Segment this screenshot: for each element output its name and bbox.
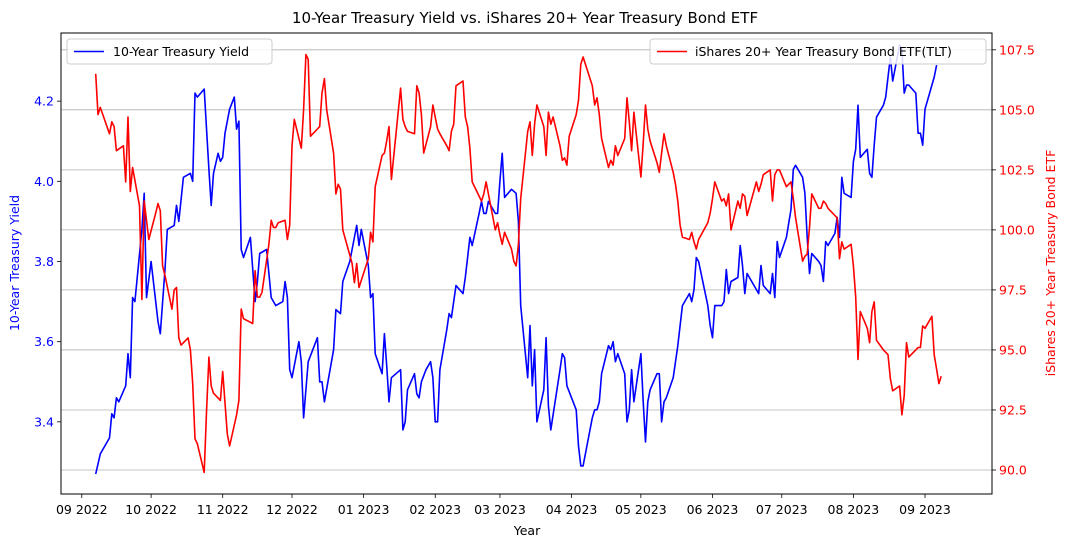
legend-left-label: 10-Year Treasury Yield <box>113 44 249 59</box>
x-tick-label: 10 2022 <box>125 502 177 517</box>
y-axis-right-label: iShares 20+ Year Treasury Bond ETF <box>1043 150 1058 377</box>
y-left-tick-label: 3.6 <box>34 334 54 349</box>
y-axis-left-label: 10-Year Treasury Yield <box>7 195 22 331</box>
legend-right-box <box>649 38 987 65</box>
legend-right-label: iShares 20+ Year Treasury Bond ETF(TLT) <box>695 44 952 59</box>
legend-left: 10-Year Treasury Yield <box>66 38 273 65</box>
y-left-tick-label: 3.4 <box>34 414 54 429</box>
y-axis-right: 90.0 92.5 95.0 97.5 100.0 102.5 105.0 107.5 <box>992 42 1035 477</box>
y-right-tick-label: 92.5 <box>999 402 1027 417</box>
plot-frame <box>60 32 993 495</box>
series-10-year-treasury-yield <box>94 44 938 475</box>
treasury-yield-line <box>94 44 938 475</box>
x-tick-label: 03 2023 <box>474 502 526 517</box>
x-tick-label: 11 2022 <box>197 502 249 517</box>
x-tick-label: 01 2023 <box>338 502 390 517</box>
legend-left-box <box>66 38 273 65</box>
y-right-tick-label: 95.0 <box>999 342 1027 357</box>
tlt-etf-line <box>94 53 942 474</box>
chart-title: 10-Year Treasury Yield vs. iShares 20+ Y… <box>292 9 758 27</box>
x-tick-label: 05 2023 <box>615 502 667 517</box>
legend-right: iShares 20+ Year Treasury Bond ETF(TLT) <box>649 38 987 65</box>
x-tick-label: 06 2023 <box>687 502 739 517</box>
y-right-tick-label: 97.5 <box>999 282 1027 297</box>
x-tick-label: 09 2022 <box>56 502 108 517</box>
y-right-tick-label: 90.0 <box>999 462 1027 477</box>
y-right-tick-label: 105.0 <box>999 102 1035 117</box>
x-axis-label: Year <box>513 523 541 538</box>
y-right-tick-label: 107.5 <box>999 42 1035 57</box>
y-left-tick-label: 4.0 <box>34 174 54 189</box>
x-tick-label: 07 2023 <box>756 502 808 517</box>
x-tick-label: 09 2023 <box>899 502 951 517</box>
gridlines <box>61 49 992 471</box>
x-tick-label: 02 2023 <box>409 502 461 517</box>
y-right-tick-label: 100.0 <box>999 222 1035 237</box>
y-left-tick-label: 4.2 <box>34 94 54 109</box>
series-tlt-etf <box>94 53 942 474</box>
x-tick-label: 08 2023 <box>828 502 880 517</box>
x-tick-label: 04 2023 <box>546 502 598 517</box>
y-right-tick-label: 102.5 <box>999 162 1035 177</box>
x-tick-label: 12 2022 <box>266 502 318 517</box>
y-left-tick-label: 3.8 <box>34 254 54 269</box>
x-axis: 09 2022 10 2022 11 2022 12 2022 01 2023 02 20… <box>56 494 951 517</box>
y-axis-left: 3.4 3.6 3.8 4.0 4.2 <box>34 94 61 429</box>
